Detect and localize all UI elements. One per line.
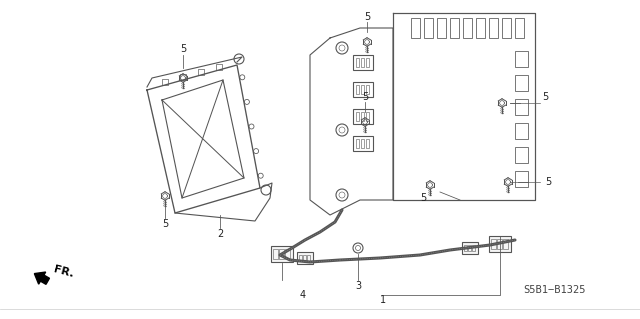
Bar xyxy=(297,252,313,264)
Text: S5B1−B1325: S5B1−B1325 xyxy=(524,285,586,295)
Text: 2: 2 xyxy=(217,229,223,239)
Bar xyxy=(361,139,364,148)
Bar xyxy=(515,99,528,115)
Text: 5: 5 xyxy=(420,193,426,203)
Text: 5: 5 xyxy=(362,92,368,102)
Bar xyxy=(489,18,498,38)
Text: 4: 4 xyxy=(300,290,306,300)
Bar xyxy=(366,85,369,94)
Bar xyxy=(515,123,528,139)
Bar xyxy=(279,249,284,259)
Bar xyxy=(353,82,373,97)
Bar xyxy=(366,112,369,121)
Bar xyxy=(515,18,524,38)
Bar xyxy=(463,18,472,38)
Text: 5: 5 xyxy=(542,92,548,102)
Bar xyxy=(464,245,467,251)
Bar xyxy=(515,171,528,187)
Bar xyxy=(356,112,359,121)
Bar xyxy=(356,58,359,67)
Bar xyxy=(515,51,528,67)
Bar xyxy=(468,245,471,251)
Bar xyxy=(356,139,359,148)
Bar xyxy=(450,18,459,38)
FancyArrow shape xyxy=(35,272,49,284)
Text: 1: 1 xyxy=(380,295,386,305)
Text: 5: 5 xyxy=(545,177,551,187)
Bar xyxy=(366,139,369,148)
Bar xyxy=(502,18,511,38)
Bar xyxy=(361,112,364,121)
Bar xyxy=(361,85,364,94)
Bar xyxy=(497,239,502,249)
Bar xyxy=(515,75,528,91)
Bar xyxy=(353,109,373,124)
Bar xyxy=(356,85,359,94)
Bar xyxy=(515,147,528,163)
Text: 5: 5 xyxy=(162,219,168,229)
Bar xyxy=(361,58,364,67)
Bar xyxy=(299,255,302,261)
Bar xyxy=(303,255,306,261)
Text: 3: 3 xyxy=(355,281,361,291)
Bar xyxy=(462,242,478,254)
Bar xyxy=(437,18,446,38)
Text: FR.: FR. xyxy=(52,264,74,279)
Bar xyxy=(411,18,420,38)
Bar xyxy=(489,236,511,252)
Bar xyxy=(271,246,293,262)
Bar xyxy=(285,249,290,259)
Bar xyxy=(491,239,496,249)
Text: 5: 5 xyxy=(364,12,370,22)
Bar xyxy=(503,239,508,249)
Text: 5: 5 xyxy=(180,44,186,54)
Bar xyxy=(353,55,373,70)
Bar xyxy=(273,249,278,259)
Bar xyxy=(366,58,369,67)
Bar xyxy=(424,18,433,38)
Bar xyxy=(307,255,310,261)
Bar xyxy=(472,245,475,251)
Bar xyxy=(353,136,373,151)
Bar xyxy=(476,18,485,38)
